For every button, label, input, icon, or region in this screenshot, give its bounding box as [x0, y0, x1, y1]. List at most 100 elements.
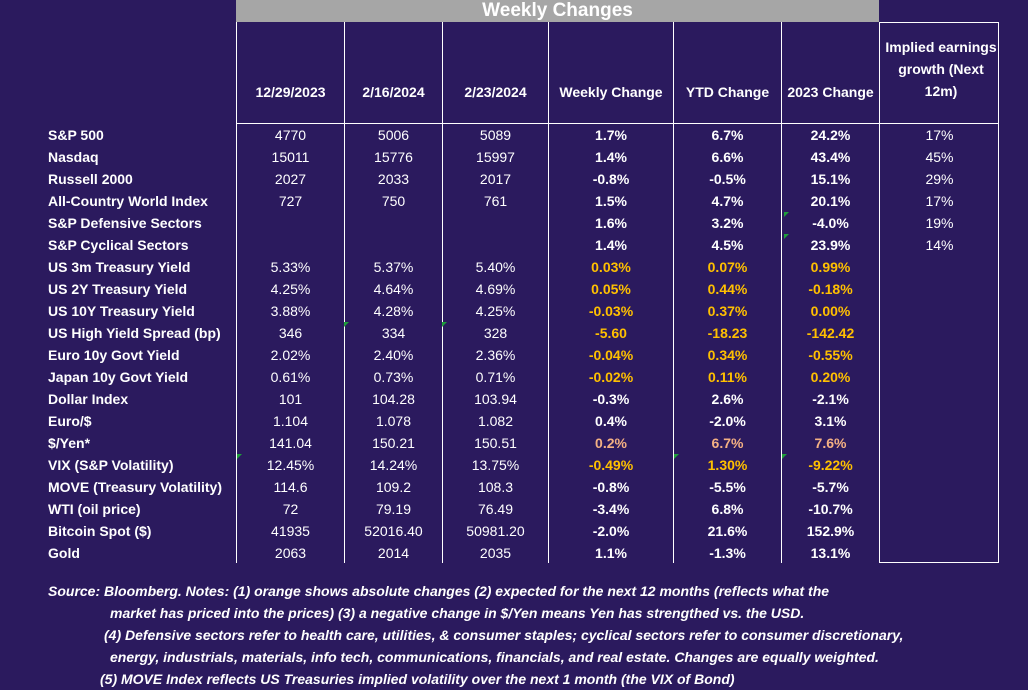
row-label: All-Country World Index: [48, 193, 208, 209]
table-row: VIX (S&P Volatility) 12.45% 14.24% 13.75% -0…: [0, 454, 1028, 476]
row-label: Nasdaq: [48, 149, 99, 165]
note-line: Source: Bloomberg. Notes: (1) orange sho…: [48, 583, 830, 599]
value-12-29-2023-cell: 101: [278, 391, 303, 407]
value-2-16-2024-cell: 4.64%: [373, 281, 414, 297]
table-row: Nasdaq 15011 15776 15997 1.4% 6.6% 43.4% 45%: [0, 146, 1028, 168]
change-2023-cell: -2.1%: [812, 391, 849, 407]
row-label: Japan 10y Govt Yield: [48, 369, 189, 385]
implied-earnings-growth-cell: [880, 278, 999, 300]
weekly-change-cell: 0.05%: [591, 281, 631, 297]
value-2-23-2024-cell: 5.40%: [475, 259, 516, 275]
table-row: Euro 10y Govt Yield 2.02% 2.40% 2.36% -0.04%…: [0, 344, 1028, 366]
ytd-change-cell: 6.7%: [711, 127, 744, 143]
implied-earnings-growth-cell: 17%: [925, 193, 954, 209]
weekly-change-cell: 0.2%: [595, 435, 627, 451]
note-line: energy, industrials, materials, info tec…: [110, 649, 879, 665]
value-2-23-2024-cell: 4.69%: [475, 281, 516, 297]
row-label: VIX (S&P Volatility): [48, 457, 174, 473]
grid-line: [236, 123, 879, 124]
value-2-23-2024-cell: 4.25%: [475, 303, 516, 319]
value-2-16-2024-cell: [345, 212, 442, 234]
comment-marker-icon: [442, 322, 447, 327]
value-12-29-2023-cell: 727: [278, 193, 303, 209]
implied-earnings-growth-cell: [880, 344, 999, 366]
row-label: Euro 10y Govt Yield: [48, 347, 180, 363]
change-2023-cell: 24.2%: [810, 127, 851, 143]
weekly-change-cell: -0.49%: [588, 457, 634, 473]
change-2023-cell: 43.4%: [810, 149, 851, 165]
value-12-29-2023-cell: 5.33%: [270, 259, 311, 275]
change-2023-cell: -5.7%: [812, 479, 849, 495]
value-2-23-2024-cell: 2017: [479, 171, 512, 187]
ytd-change-cell: 3.2%: [711, 215, 744, 231]
weekly-change-cell: -5.60: [595, 325, 627, 341]
value-2-23-2024-cell: 13.75%: [471, 457, 520, 473]
weekly-change-cell: -0.03%: [588, 303, 634, 319]
table-row: MOVE (Treasury Volatility) 114.6 109.2 108.…: [0, 476, 1028, 498]
ytd-change-cell: 0.44%: [707, 281, 748, 297]
value-2-23-2024-cell: 150.51: [474, 435, 517, 451]
change-2023-cell: 0.20%: [810, 369, 851, 385]
weekly-change-cell: 1.5%: [595, 193, 627, 209]
value-12-29-2023-cell: 114.6: [273, 479, 308, 495]
ytd-change-cell: 0.34%: [707, 347, 748, 363]
change-2023-cell: 3.1%: [814, 413, 847, 429]
value-2-16-2024-cell: 104.28: [372, 391, 415, 407]
ytd-change-cell: -5.5%: [709, 479, 746, 495]
weekly-change-cell: -2.0%: [592, 523, 630, 539]
table-row: Bitcoin Spot ($) 41935 52016.40 50981.20 -2.…: [0, 520, 1028, 542]
row-label: WTI (oil price): [48, 501, 141, 517]
value-2-16-2024-cell: 5.37%: [373, 259, 414, 275]
table-row: US 2Y Treasury Yield 4.25% 4.64% 4.69% 0.05%…: [0, 278, 1028, 300]
value-2-16-2024-cell: 150.21: [372, 435, 415, 451]
ytd-change-cell: 0.11%: [708, 369, 747, 385]
ytd-change-cell: -0.5%: [709, 171, 746, 187]
value-2-23-2024-cell: [443, 212, 548, 234]
grid-line: [998, 22, 999, 563]
row-label: S&P Cyclical Sectors: [48, 237, 189, 253]
value-12-29-2023-cell: 2027: [274, 171, 307, 187]
table-row: Gold 2063 2014 2035 1.1% -1.3% 13.1%: [0, 542, 1028, 564]
table-row: WTI (oil price) 72 79.19 76.49 -3.4% 6.8% -10.…: [0, 498, 1028, 520]
grid-line: [879, 22, 999, 23]
value-2-16-2024-cell: 4.28%: [373, 303, 414, 319]
table-row: All-Country World Index 727 750 761 1.5% 4.7%…: [0, 190, 1028, 212]
comment-marker-icon: [784, 234, 789, 239]
row-label: US 3m Treasury Yield: [48, 259, 191, 275]
weekly-change-cell: 1.7%: [595, 127, 627, 143]
table-row: Euro/$ 1.104 1.078 1.082 0.4% -2.0% 3.1%: [0, 410, 1028, 432]
value-2-23-2024-cell: 328: [483, 325, 508, 341]
table-row: $/Yen* 141.04 150.21 150.51 0.2% 6.7% 7.6%: [0, 432, 1028, 454]
footnotes: Source: Bloomberg. Notes: (1) orange sho…: [48, 580, 1023, 690]
value-12-29-2023-cell: [237, 234, 344, 256]
row-label: S&P 500: [48, 127, 104, 143]
value-2-23-2024-cell: [443, 234, 548, 256]
table-row: US High Yield Spread (bp) 346 334 328 -5.60 -…: [0, 322, 1028, 344]
comment-marker-icon: [344, 322, 349, 327]
row-label: Dollar Index: [48, 391, 129, 407]
value-2-16-2024-cell: 750: [381, 193, 406, 209]
table-row: Russell 2000 2027 2033 2017 -0.8% -0.5% 15.1% 2…: [0, 168, 1028, 190]
implied-earnings-growth-cell: 14%: [925, 237, 954, 253]
value-2-16-2024-cell: 15776: [374, 149, 413, 165]
value-12-29-2023-cell: 12.45%: [266, 457, 315, 473]
value-2-16-2024-cell: 2014: [377, 545, 410, 561]
ytd-change-cell: -1.3%: [709, 545, 746, 561]
implied-earnings-growth-cell: [880, 454, 999, 476]
change-2023-cell: 13.1%: [810, 545, 851, 561]
value-12-29-2023-cell: 72: [282, 501, 299, 517]
table-row: S&P 500 4770 5006 5089 1.7% 6.7% 24.2% 17%: [0, 124, 1028, 146]
implied-earnings-growth-cell: [880, 542, 999, 564]
header-2023-change: 2023 Change: [787, 84, 874, 100]
row-label: Russell 2000: [48, 171, 133, 187]
implied-earnings-growth-cell: 19%: [925, 215, 954, 231]
ytd-change-cell: 21.6%: [707, 523, 748, 539]
ytd-change-cell: -2.0%: [709, 413, 746, 429]
change-2023-cell: 20.1%: [810, 193, 851, 209]
row-label: US 2Y Treasury Yield: [48, 281, 188, 297]
weekly-change-cell: -0.3%: [592, 391, 630, 407]
value-12-29-2023-cell: 2063: [274, 545, 307, 561]
value-2-16-2024-cell: [345, 234, 442, 256]
ytd-change-cell: 6.8%: [711, 501, 744, 517]
value-12-29-2023-cell: 141.04: [269, 435, 312, 451]
